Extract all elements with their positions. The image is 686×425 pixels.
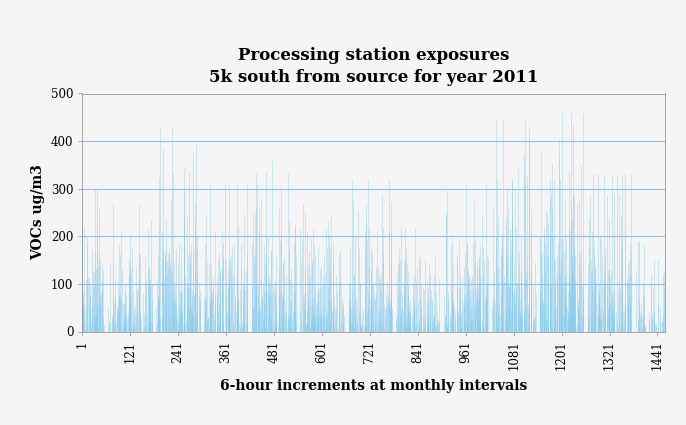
X-axis label: 6-hour increments at monthly intervals: 6-hour increments at monthly intervals	[220, 379, 528, 393]
Title: Processing station exposures
5k south from source for year 2011: Processing station exposures 5k south fr…	[209, 47, 539, 86]
Y-axis label: VOCs ug/m3: VOCs ug/m3	[32, 164, 45, 261]
